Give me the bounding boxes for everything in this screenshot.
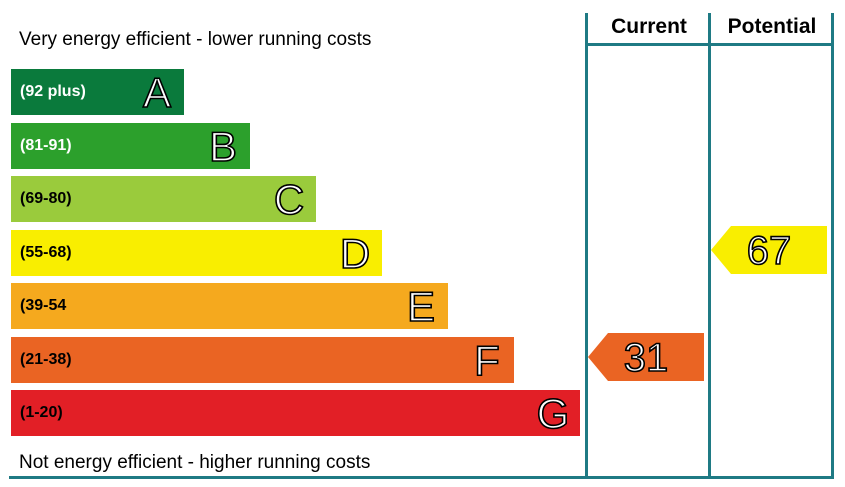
svg-text:B: B <box>209 123 237 170</box>
rating-letter: C <box>273 175 305 224</box>
rating-bar-c: (69-80) C <box>11 175 316 224</box>
rating-letter: D <box>339 229 371 278</box>
rating-letter: E <box>406 282 436 331</box>
current-rating-arrow: 31 <box>588 332 704 381</box>
svg-text:A: A <box>143 69 171 116</box>
rating-letter: F <box>473 336 500 385</box>
rating-range-label: (1-20) <box>20 404 63 421</box>
rating-letter: A <box>142 68 172 117</box>
current-rating-arrow-value: 31 <box>624 336 669 380</box>
divider-right <box>831 13 834 479</box>
rating-bar-b: (81-91) B <box>11 122 250 171</box>
svg-text:F: F <box>474 337 500 384</box>
divider-current-left <box>585 13 588 479</box>
bottom-note: Not energy efficient - higher running co… <box>19 452 371 473</box>
rating-bar-e: (39-54 E <box>11 282 448 331</box>
divider-potential-left <box>708 13 711 479</box>
rating-bar-g: (1-20) G <box>11 389 580 438</box>
potential-rating-arrow: 67 <box>711 225 827 274</box>
bottom-border <box>9 476 834 479</box>
rating-letter: G <box>536 389 570 438</box>
top-note: Very energy efficient - lower running co… <box>19 29 372 50</box>
rating-range-label: (21-38) <box>20 350 72 368</box>
rating-bar-d: (55-68) D <box>11 229 382 278</box>
svg-text:C: C <box>274 176 304 223</box>
svg-text:G: G <box>537 390 570 437</box>
rating-letter: B <box>208 122 238 171</box>
current-column-header: Current <box>611 15 687 38</box>
svg-text:E: E <box>407 283 435 330</box>
potential-rating-arrow-value: 67 <box>747 229 792 273</box>
potential-column-header: Potential <box>727 15 817 38</box>
rating-range-label: (81-91) <box>20 136 72 154</box>
rating-bar-a: (92 plus) A <box>11 68 184 117</box>
rating-bar-f: (21-38) F <box>11 336 514 385</box>
rating-range-label: (69-80) <box>20 190 72 207</box>
rating-range-label: (39-54 <box>20 297 67 314</box>
header-underline <box>585 43 834 46</box>
svg-text:D: D <box>340 230 370 277</box>
rating-range-label: (55-68) <box>20 243 72 261</box>
rating-range-label: (92 plus) <box>20 83 86 100</box>
